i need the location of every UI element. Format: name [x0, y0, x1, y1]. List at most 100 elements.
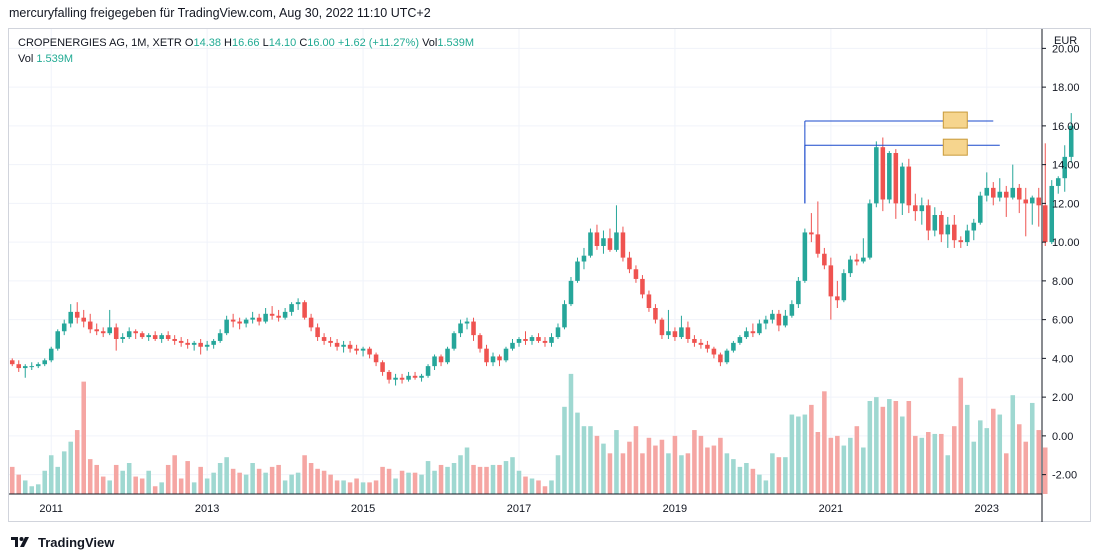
- candle: [555, 323, 561, 339]
- x-tick-label: 2023: [975, 503, 999, 515]
- candle-body: [451, 333, 457, 349]
- candle-body: [126, 331, 132, 338]
- volume-bar: [939, 433, 944, 494]
- volume-bar: [399, 470, 405, 494]
- candle: [1029, 195, 1035, 225]
- candle: [230, 313, 236, 328]
- candle-body: [341, 344, 346, 347]
- candle: [945, 216, 951, 248]
- volume-bar: [185, 461, 190, 494]
- candle: [165, 331, 171, 341]
- candle-body: [250, 317, 255, 320]
- candle: [100, 327, 106, 338]
- x-tick-label: 2011: [39, 503, 63, 515]
- candle-body: [367, 348, 372, 355]
- volume-bar: [640, 453, 645, 494]
- volume-bar: [204, 478, 210, 494]
- candle-body: [659, 319, 665, 336]
- candle: [497, 354, 502, 367]
- legend-high-label: H: [224, 37, 232, 49]
- candle: [152, 331, 158, 341]
- volume-bar: [354, 478, 359, 494]
- candle: [744, 327, 749, 339]
- volume-bar: [471, 464, 476, 494]
- candle: [172, 335, 177, 345]
- legend-row-volume: Vol 1.539M: [18, 51, 474, 67]
- candle: [932, 207, 938, 237]
- volume-bar: [406, 472, 411, 494]
- volume-bar: [809, 404, 814, 494]
- volume-bar: [549, 480, 554, 494]
- candle-body: [874, 147, 879, 204]
- volume-bar: [87, 459, 93, 494]
- volume-bar: [926, 432, 931, 494]
- volume-bar: [627, 441, 632, 494]
- legend-vol-value: 1.539M: [437, 37, 475, 49]
- candle-body: [419, 375, 424, 378]
- footer-brand[interactable]: TradingView: [10, 532, 114, 552]
- candle-body: [990, 187, 996, 198]
- candle: [705, 340, 710, 353]
- volume-bar: [386, 468, 392, 494]
- candle-body: [1049, 185, 1055, 243]
- candle: [451, 331, 457, 351]
- candle: [367, 346, 372, 359]
- candle-body: [685, 327, 691, 339]
- candle-body: [490, 356, 496, 363]
- volume-bar: [523, 476, 528, 494]
- volume-bar: [763, 480, 769, 494]
- candle: [94, 323, 99, 336]
- volume-bar: [887, 399, 892, 494]
- y-tick-label: 14.00: [1052, 160, 1080, 172]
- candle: [887, 151, 892, 204]
- candle: [341, 340, 346, 353]
- candle-body: [568, 280, 574, 305]
- candle: [867, 199, 873, 260]
- candle-body: [776, 313, 782, 326]
- candle-body: [594, 232, 600, 246]
- volume-bar: [308, 463, 314, 494]
- volume-indicator-label: Vol: [18, 53, 34, 65]
- candle: [763, 315, 769, 330]
- candle: [516, 337, 522, 347]
- candle: [42, 358, 48, 367]
- legend-high-value: 16.66: [232, 37, 260, 49]
- volume-bar: [94, 464, 99, 494]
- candle-body: [575, 261, 580, 281]
- candle-body: [230, 319, 236, 322]
- volume-bar: [328, 474, 333, 494]
- candle-body: [861, 257, 866, 262]
- volume-bar: [757, 474, 762, 494]
- legend-low-label: L: [262, 37, 269, 49]
- candle-body: [698, 342, 704, 345]
- candle: [562, 300, 567, 330]
- volume-bar: [900, 416, 905, 494]
- volume-bar: [178, 478, 184, 494]
- candle: [9, 358, 15, 367]
- volume-bar: [1010, 395, 1016, 494]
- candle: [997, 178, 1003, 202]
- candle-body: [380, 362, 385, 372]
- candle-body: [334, 342, 340, 347]
- candle: [250, 311, 255, 324]
- candle-body: [282, 311, 288, 318]
- candle-body: [107, 327, 112, 334]
- candle-body: [315, 327, 320, 338]
- candle: [620, 226, 626, 262]
- volume-bar: [107, 480, 112, 494]
- candle: [919, 197, 925, 225]
- candle-body: [74, 311, 80, 318]
- candle-body: [178, 340, 184, 343]
- volume-bar: [698, 435, 704, 494]
- candle: [737, 335, 743, 345]
- candle: [133, 329, 138, 339]
- candle-body: [516, 339, 522, 343]
- volume-bar: [990, 408, 996, 494]
- candle: [347, 340, 353, 353]
- candle-body: [217, 333, 223, 341]
- candle: [718, 352, 723, 367]
- volume-bar: [750, 468, 756, 494]
- candle: [269, 306, 275, 320]
- volume-bar: [815, 432, 821, 494]
